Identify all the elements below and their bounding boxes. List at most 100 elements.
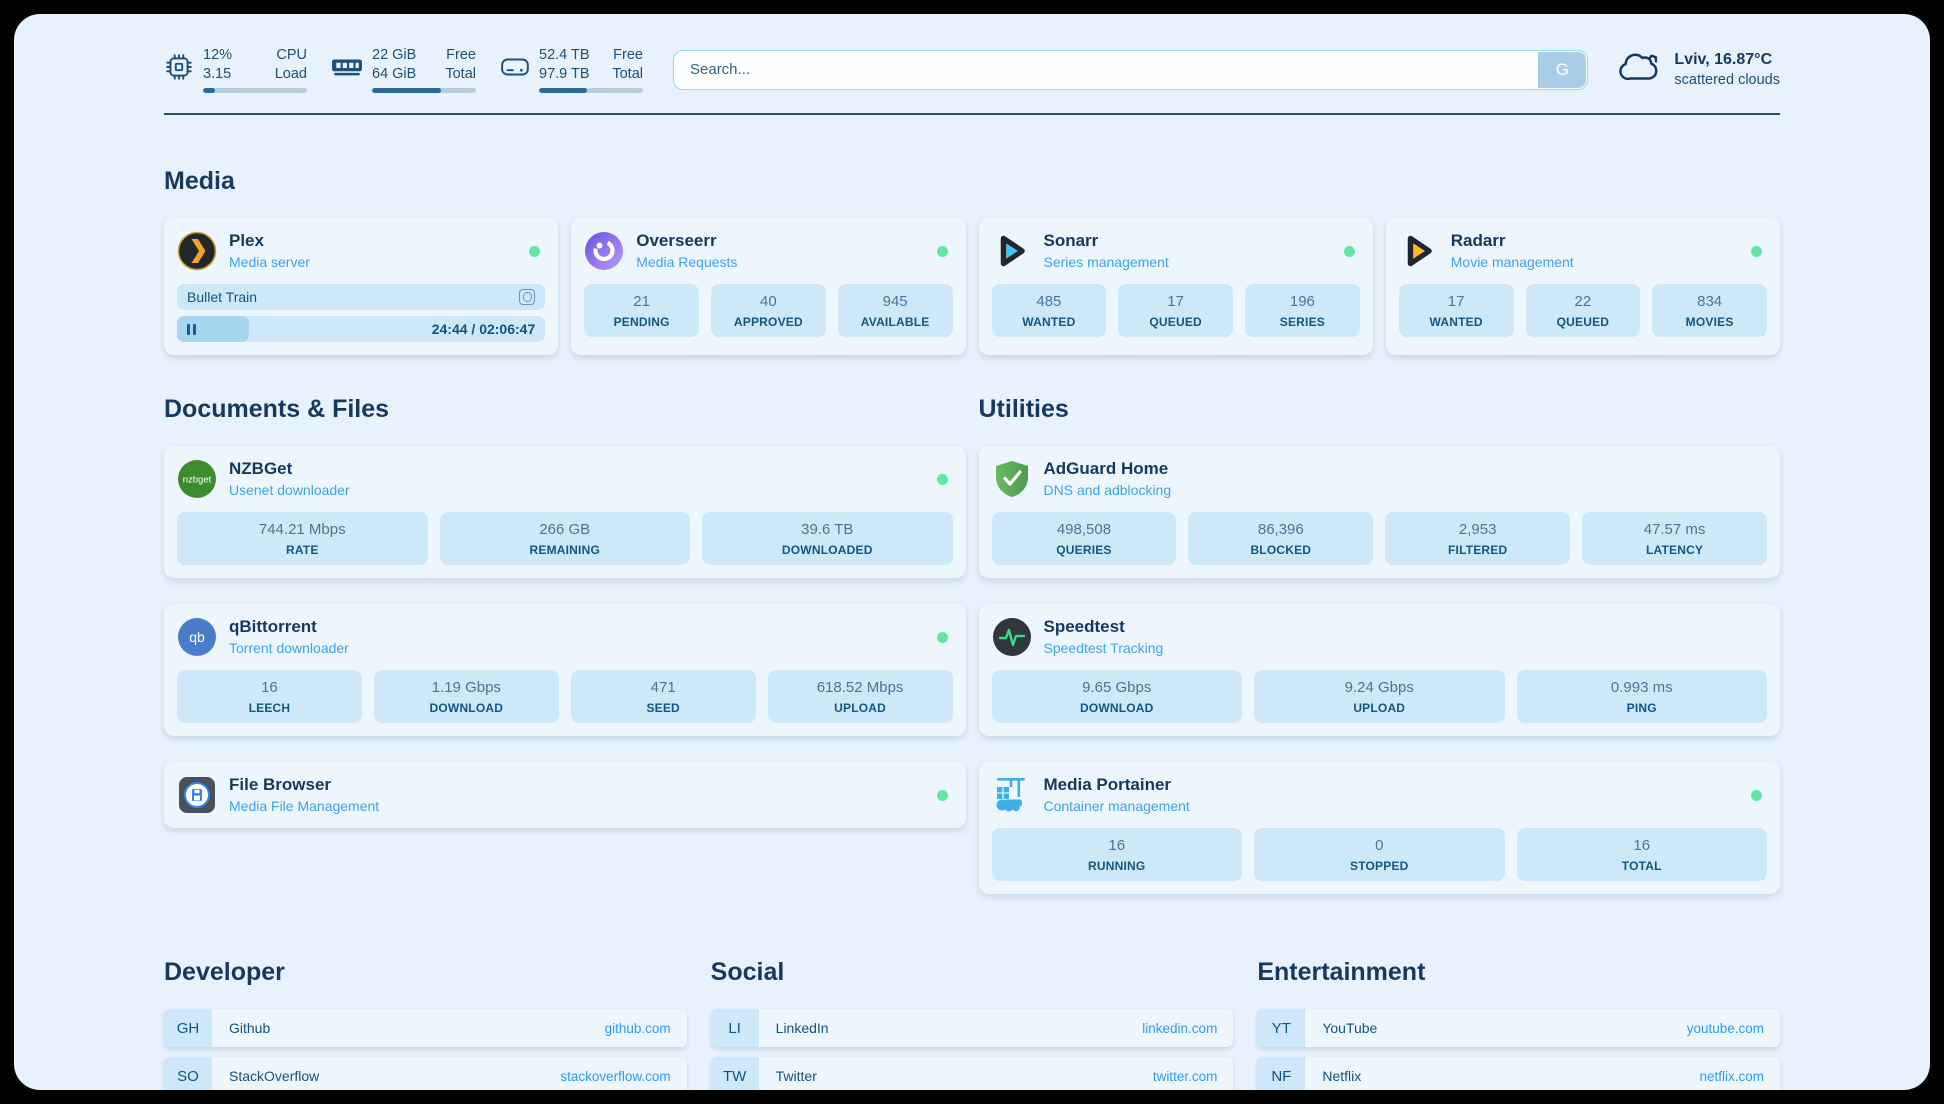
cpu-widget: 12% 3.15 CPU Load: [164, 46, 307, 93]
stat-block: 744.21 Mbps RATE: [177, 512, 428, 565]
bookmark-abbr: NF: [1257, 1057, 1306, 1090]
stat-block: 0.993 ms PING: [1516, 670, 1767, 723]
nzbget-link[interactable]: nzbget NZBGet Usenet downloader: [177, 459, 953, 499]
bookmark-url: twitter.com: [1152, 1068, 1218, 1084]
speedtest-icon: [992, 617, 1032, 657]
bookmark-group-social: Social LI LinkedIn linkedin.com TW Twitt…: [710, 958, 1234, 1090]
bookmark-stackoverflow[interactable]: SO StackOverflow stackoverflow.com: [164, 1057, 687, 1090]
memory-widget: 22 GiB 64 GiB Free Total: [331, 46, 476, 93]
stat-block: 40 APPROVED: [711, 284, 826, 337]
portainer-icon: [992, 775, 1032, 815]
plex-icon: [177, 231, 217, 271]
service-subtitle: Media File Management: [229, 798, 380, 814]
overseerr-icon: [584, 231, 624, 271]
cpu-usage-label: CPU: [276, 47, 307, 63]
bookmark-abbr: LI: [710, 1009, 759, 1047]
documents-column: Documents & Files nzbget NZBGet Usenet d…: [164, 395, 966, 894]
bookmark-url: netflix.com: [1699, 1068, 1764, 1084]
filebrowser-link[interactable]: File Browser Media File Management: [177, 775, 953, 815]
bookmark-twitter[interactable]: TW Twitter twitter.com: [710, 1057, 1234, 1090]
utilities-column: Utilities: [978, 395, 1780, 894]
stat-block: 498,508 QUERIES: [991, 512, 1177, 565]
service-subtitle: Media Requests: [636, 254, 738, 270]
stat-block: 17 WANTED: [1398, 284, 1514, 337]
radarr-link[interactable]: Radarr Movie management: [1399, 231, 1767, 271]
service-card-overseerr: Overseerr Media Requests 21 PENDING 40 APP…: [571, 218, 966, 355]
cpu-usage-value: 12%: [203, 47, 233, 63]
disk-free-label: Free: [613, 47, 643, 63]
pause-icon: [187, 323, 196, 335]
service-stats: 17 WANTED 22 QUEUED 834 MOVIES: [1398, 284, 1767, 337]
service-title: Plex: [229, 231, 264, 250]
cpu-load-value: 3.15: [203, 66, 232, 82]
service-subtitle: Torrent downloader: [229, 640, 349, 656]
qbittorrent-link[interactable]: qb qBittorrent Torrent downloader: [177, 617, 953, 657]
svg-text:nzbget: nzbget: [183, 475, 212, 486]
sonarr-icon: [992, 231, 1032, 271]
search-input[interactable]: [673, 49, 1589, 90]
status-dot: [529, 245, 541, 257]
service-subtitle: Media server: [229, 254, 310, 270]
status-dot: [1751, 245, 1762, 257]
adguard-link[interactable]: AdGuard Home DNS and adblocking: [992, 459, 1768, 499]
memory-free-value: 22 GiB: [372, 47, 417, 63]
qbittorrent-icon: qb: [177, 617, 217, 657]
memory-total-value: 64 GiB: [372, 66, 417, 82]
service-stats: 16 LEECH 1.19 Gbps DOWNLOAD 471 SEED 618.52…: [177, 670, 953, 723]
stat-block: 266 GB REMAINING: [439, 512, 690, 565]
playback-progress-row: 24:44 / 02:06:47: [177, 316, 546, 342]
nzbget-icon: nzbget: [177, 459, 217, 499]
search-provider-button[interactable]: G: [1538, 51, 1587, 88]
bookmark-name: Netflix: [1322, 1068, 1362, 1084]
section-title-entertainment: Entertainment: [1257, 958, 1426, 986]
service-stats: 744.21 Mbps RATE 266 GB REMAINING 39.6 TB D…: [177, 512, 953, 565]
media-grid: Plex Media server Bullet Train 24:4: [164, 218, 1780, 355]
bookmark-abbr: GH: [164, 1009, 212, 1047]
memory-icon: [331, 55, 363, 84]
service-stats: 498,508 QUERIES 86,396 BLOCKED 2,953 FILTER…: [991, 512, 1767, 565]
service-title: NZBGet: [229, 459, 293, 478]
sonarr-link[interactable]: Sonarr Series management: [992, 231, 1360, 271]
bookmarks-section: Developer GH Github github.com SO StackO…: [164, 958, 1780, 1090]
plex-now-playing-widget: Bullet Train 24:44 / 02:06:47: [177, 284, 546, 342]
stat-block: 47.57 ms LATENCY: [1582, 512, 1767, 565]
now-playing-title: Bullet Train: [187, 289, 258, 305]
plex-link[interactable]: Plex Media server: [177, 231, 545, 271]
overseerr-link[interactable]: Overseerr Media Requests: [584, 231, 952, 271]
bookmark-abbr: YT: [1257, 1009, 1306, 1047]
service-stats: 485 WANTED 17 QUEUED 196 SERIES: [991, 284, 1360, 337]
portainer-link[interactable]: Media Portainer Container management: [992, 775, 1768, 815]
section-title-media: Media: [164, 167, 235, 195]
status-dot: [1343, 245, 1355, 257]
bookmark-name: StackOverflow: [229, 1068, 320, 1084]
speedtest-link[interactable]: Speedtest Speedtest Tracking: [992, 617, 1768, 657]
disk-icon: [500, 54, 530, 85]
status-dot: [936, 789, 948, 801]
service-card-nzbget: nzbget NZBGet Usenet downloader 744.21 M…: [164, 446, 966, 578]
radarr-icon: [1399, 231, 1439, 271]
stat-block: 618.52 Mbps UPLOAD: [767, 670, 953, 723]
now-playing-row: Bullet Train: [177, 284, 546, 310]
section-title-documents: Documents & Files: [164, 395, 390, 423]
cloud-icon: [1618, 50, 1662, 89]
service-card-portainer: Media Portainer Container management 16 R…: [978, 762, 1780, 894]
bookmark-github[interactable]: GH Github github.com: [164, 1009, 687, 1047]
bookmark-linkedin[interactable]: LI LinkedIn linkedin.com: [710, 1009, 1234, 1047]
bookmark-netflix[interactable]: NF Netflix netflix.com: [1257, 1057, 1780, 1090]
bookmark-url: linkedin.com: [1142, 1020, 1218, 1036]
service-card-speedtest: Speedtest Speedtest Tracking 9.65 Gbps DO…: [978, 604, 1780, 736]
cpu-icon: [164, 52, 194, 87]
section-title-utilities: Utilities: [978, 395, 1069, 423]
playback-time: 24:44 / 02:06:47: [431, 321, 536, 337]
player-view-icon[interactable]: [519, 289, 536, 305]
bookmark-group-developer: Developer GH Github github.com SO StackO…: [164, 958, 687, 1090]
bookmark-youtube[interactable]: YT YouTube youtube.com: [1257, 1009, 1780, 1047]
top-bar: 12% 3.15 CPU Load: [164, 46, 1780, 93]
disk-widget: 52.4 TB 97.9 TB Free Total: [500, 46, 643, 93]
stat-block: 1.19 Gbps DOWNLOAD: [373, 670, 559, 723]
service-subtitle: Movie management: [1450, 254, 1574, 270]
service-card-filebrowser: File Browser Media File Management: [164, 762, 966, 828]
service-title: qBittorrent: [229, 617, 317, 636]
service-title: AdGuard Home: [1043, 459, 1169, 478]
disk-total-value: 97.9 TB: [539, 66, 590, 82]
